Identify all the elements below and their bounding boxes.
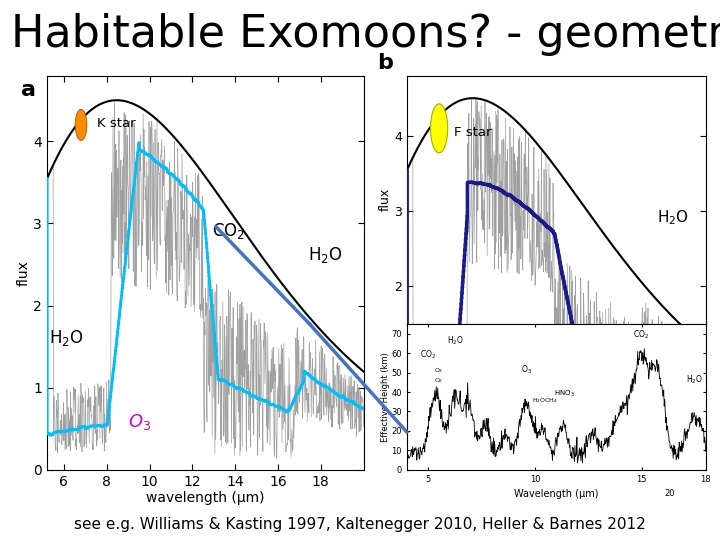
X-axis label: Wavelength (μm): Wavelength (μm) [514,489,598,499]
Text: 20: 20 [665,489,675,498]
Text: K star: K star [97,117,136,130]
Text: O$_3$
O$_2$: O$_3$ O$_2$ [434,366,444,385]
Text: F star: F star [454,126,492,139]
Text: CO$_2$: CO$_2$ [212,221,245,241]
X-axis label: wavelength (μm): wavelength (μm) [503,327,610,340]
Text: Habitable Exomoons? - geometry: Habitable Exomoons? - geometry [11,14,720,57]
Y-axis label: flux: flux [378,188,391,212]
Ellipse shape [75,109,87,140]
Text: H$_2$O: H$_2$O [49,327,84,348]
Text: see e.g. Williams & Kasting 1997, Kaltenegger 2010, Heller & Barnes 2012: see e.g. Williams & Kasting 1997, Kalten… [74,517,646,532]
Y-axis label: flux: flux [17,260,30,286]
Text: H$_2$O: H$_2$O [447,334,464,347]
Text: H$_2$OCH$_4$: H$_2$OCH$_4$ [532,396,559,404]
Text: H$_2$O: H$_2$O [308,245,343,265]
Y-axis label: Effective Height (km): Effective Height (km) [381,352,390,442]
Text: H$_2$O: H$_2$O [657,208,689,227]
Text: $O_3$: $O_3$ [128,412,151,432]
Ellipse shape [431,104,448,153]
Text: b: b [377,53,393,73]
Text: HNO$_3$: HNO$_3$ [554,389,575,399]
Text: a: a [22,79,37,99]
Text: CO$_2$: CO$_2$ [634,329,649,341]
Text: CO$_2$: CO$_2$ [420,348,436,361]
Text: H$_2$O: H$_2$O [686,373,703,386]
X-axis label: wavelength (μm): wavelength (μm) [146,491,264,505]
Text: O$_3$: O$_3$ [521,363,532,376]
